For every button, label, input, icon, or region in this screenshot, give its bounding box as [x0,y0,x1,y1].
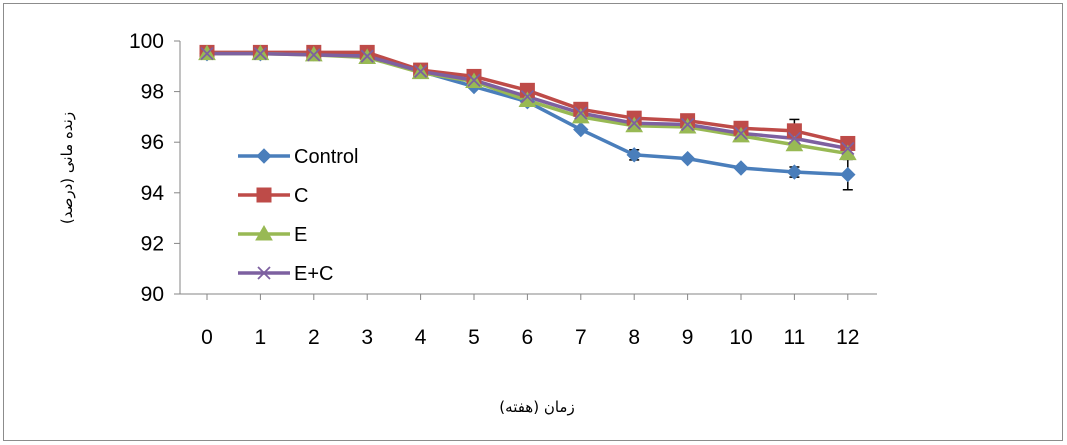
data-point [734,126,748,140]
y-tick-label: 98 [141,81,164,104]
x-marker-stroke [307,48,321,62]
x-marker-stroke [787,131,802,146]
y-axis-label: زنده مانی (درصد) [58,112,76,224]
x-marker-stroke [520,90,535,104]
legend-marker [257,266,271,280]
data-point [413,64,428,78]
x-tick-label: 1 [255,326,267,349]
x-tick-label: 11 [783,326,805,349]
x-marker-stroke [253,47,268,61]
y-tick-label: 92 [141,232,164,255]
data-point [307,48,321,62]
y-tick-label: 96 [141,131,164,154]
data-point [679,150,696,167]
x-marker-stroke [360,49,374,63]
axes [174,40,877,300]
data-point [627,116,641,130]
legend-item: Control [238,146,358,168]
x-tick-label: 2 [308,326,320,349]
legend-label: E+C [294,263,333,285]
data-point [841,141,855,156]
x-tick-label: 0 [201,326,213,349]
legend-marker [255,224,273,241]
y-tick-labels: 90 92 94 96 98 100 [129,30,164,306]
data-point [467,73,481,87]
x-tick-label: 8 [628,326,640,349]
x-tick-label: 12 [836,326,859,349]
data-point [840,166,856,183]
x-axis-label: زمان (هفته) [499,398,574,416]
x-marker-stroke [200,47,214,61]
data-point [680,117,695,132]
x-marker-stroke [680,117,695,132]
data-point [200,47,214,61]
data-point [574,106,588,120]
x-tick-label: 7 [575,326,587,349]
legend-marker [256,148,272,164]
legend-label: E [294,224,307,246]
x-marker-stroke [413,64,428,78]
data-point [253,47,268,61]
data-point [787,131,802,146]
data-point [626,147,642,163]
x-tick-labels: 0 1 2 3 4 5 6 7 8 9 10 11 12 [201,326,859,349]
x-tick-label: 10 [729,326,752,349]
data-point [786,123,802,139]
legend-marker [256,187,272,203]
data-point [786,164,803,180]
x-marker-stroke [627,116,641,130]
legend-item: C [238,185,308,207]
legend-label: C [294,185,308,207]
x-tick-label: 4 [415,326,427,349]
x-marker-stroke [734,126,748,140]
x-tick-label: 3 [361,326,373,349]
legend: Control CE E+C [238,146,358,285]
y-tick-label: 100 [129,30,164,53]
data-point [573,121,589,138]
x-marker-stroke [841,141,855,156]
legend-label: Control [294,146,358,168]
data-point [360,49,374,63]
series-markers [198,44,857,183]
data-point [520,90,535,104]
x-tick-label: 6 [522,326,534,349]
x-marker-stroke [467,73,481,87]
data-point [733,160,749,176]
data-point [785,135,804,152]
y-tick-label: 94 [141,182,165,205]
legend-item: E [238,224,307,246]
x-tick-label: 5 [468,326,480,349]
x-tick-label: 9 [682,326,694,349]
legend-item: E+C [238,263,333,285]
x-marker-stroke [574,106,588,120]
x-marker-stroke [257,266,271,280]
y-tick-label: 90 [141,283,164,306]
